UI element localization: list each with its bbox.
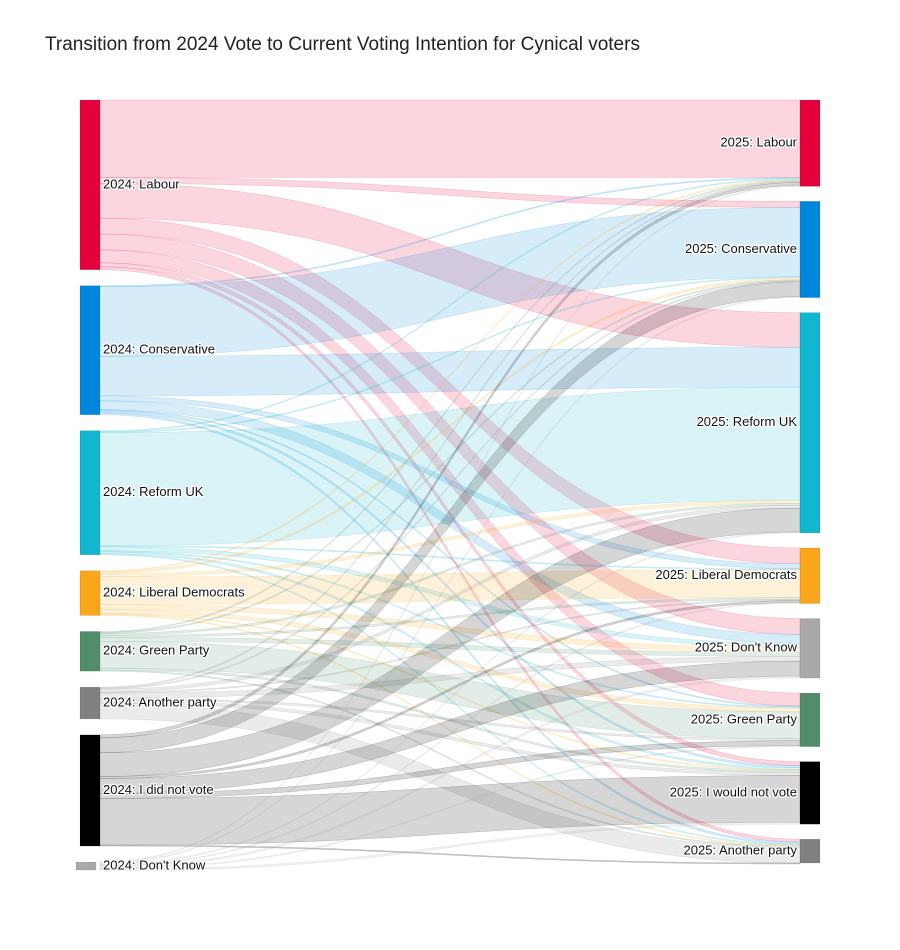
node-label-o24: 2024: Another party (103, 694, 217, 709)
chart-title: Transition from 2024 Vote to Current Vot… (45, 34, 640, 55)
node-g24[interactable] (79, 631, 101, 672)
node-g25[interactable] (799, 692, 821, 747)
node-ld24[interactable] (79, 570, 101, 616)
node-label-c24: 2024: Conservative (103, 342, 215, 357)
nodes-layer (75, 99, 821, 871)
node-label-dk24: 2024: Don't Know (103, 857, 206, 872)
node-label-ld24: 2024: Liberal Democrats (103, 585, 245, 600)
node-l25[interactable] (799, 99, 821, 187)
node-label-c25: 2025: Conservative (685, 241, 797, 256)
node-dk24[interactable] (75, 861, 97, 871)
node-label-l25: 2025: Labour (720, 135, 797, 150)
flow-nv24-to-o25[interactable] (99, 844, 801, 865)
node-label-r25: 2025: Reform UK (697, 414, 798, 429)
labels-layer: 2024: Labour 2024: Conservative 2024: Refo… (102, 133, 799, 873)
node-label-o25: 2025: Another party (684, 843, 798, 858)
node-label-l24: 2024: Labour (103, 176, 180, 191)
node-l24[interactable] (79, 99, 101, 270)
node-ld25[interactable] (799, 547, 821, 604)
node-label-ld25: 2025: Liberal Democrats (655, 567, 797, 582)
node-r24[interactable] (79, 430, 101, 556)
node-label-g25: 2025: Green Party (691, 711, 798, 726)
node-dk25[interactable] (799, 618, 821, 679)
node-label-r24: 2024: Reform UK (103, 484, 204, 499)
links-layer (99, 99, 801, 872)
node-c25[interactable] (799, 201, 821, 298)
node-label-nv24: 2024: I did not vote (103, 782, 214, 797)
flow-dk24-to-l25[interactable] (99, 185, 801, 864)
node-o25[interactable] (799, 838, 821, 864)
flow-l24-to-l25[interactable] (99, 99, 801, 178)
node-o24[interactable] (79, 686, 101, 720)
node-label-nv25: 2025: I would not vote (670, 784, 797, 799)
node-c24[interactable] (79, 285, 101, 415)
node-nv24[interactable] (79, 734, 101, 847)
node-nv25[interactable] (799, 761, 821, 825)
node-label-dk25: 2025: Don't Know (695, 640, 798, 655)
node-r25[interactable] (799, 312, 821, 534)
flow-dk24-to-ld25[interactable] (99, 602, 801, 867)
node-label-g24: 2024: Green Party (103, 643, 210, 658)
